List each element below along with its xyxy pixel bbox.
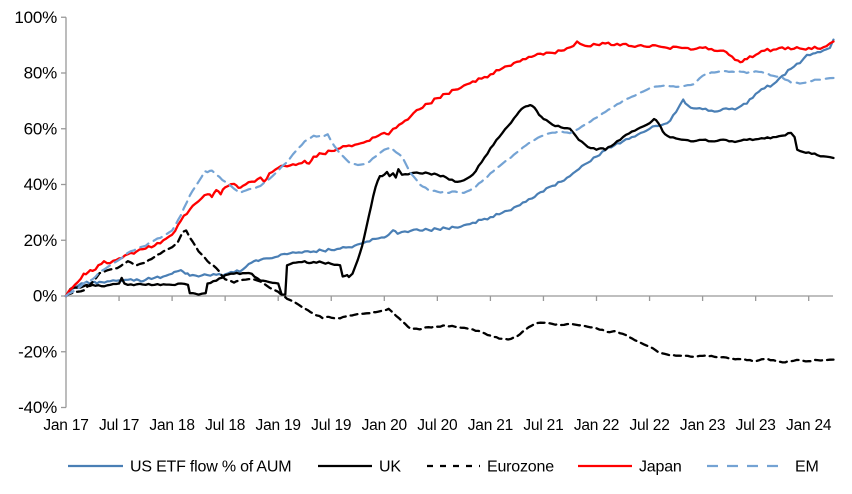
- legend-label: UK: [379, 459, 401, 476]
- series-line-em: [64, 69, 835, 298]
- x-axis-label: Jan 20: [362, 417, 408, 434]
- y-axis-label: 80%: [24, 64, 58, 83]
- x-axis-label: Jan 23: [680, 417, 725, 434]
- legend-label: Eurozone: [487, 459, 554, 476]
- x-axis-label: Jul 18: [205, 417, 245, 434]
- x-axis-label: Jul 17: [99, 417, 139, 434]
- x-axis-label: Jul 21: [523, 417, 563, 434]
- series-line-uk: [64, 103, 835, 298]
- x-axis-label: Jan 22: [574, 417, 619, 434]
- y-axis-label: 20%: [24, 231, 58, 250]
- legend-item-eurozone: Eurozone: [427, 459, 554, 476]
- x-axis-label: Jul 23: [736, 417, 776, 434]
- y-axis-label: 60%: [24, 119, 58, 138]
- series-line-us-etf-flow-of-aum: [64, 38, 835, 298]
- series-line-japan: [64, 40, 835, 298]
- x-axis-label: Jul 19: [311, 417, 351, 434]
- legend-item-uk: UK: [318, 459, 402, 476]
- legend-item-em: EM: [707, 459, 819, 476]
- legend-label: US ETF flow % of AUM: [130, 459, 291, 476]
- legend-item-us-etf-flow-of-aum: US ETF flow % of AUM: [68, 459, 292, 476]
- y-axis-label: 100%: [14, 8, 57, 27]
- y-axis-label: -20%: [18, 342, 57, 361]
- y-axis-label: 40%: [24, 175, 58, 194]
- x-axis-label: Jul 20: [417, 417, 458, 434]
- x-axis-label: Jan 21: [468, 417, 513, 434]
- y-axis-label: 0%: [33, 287, 57, 306]
- x-axis-label: Jan 17: [43, 417, 88, 434]
- series-line-eurozone: [64, 229, 835, 364]
- x-axis-label: Jan 24: [786, 417, 832, 434]
- legend-label: EM: [795, 459, 819, 476]
- legend-label: Japan: [639, 459, 682, 476]
- x-axis-label: Jan 18: [149, 417, 194, 434]
- legend-item-japan: Japan: [578, 459, 682, 476]
- x-axis-label: Jan 19: [256, 417, 301, 434]
- x-axis-label: Jul 22: [629, 417, 669, 434]
- y-axis-label: -40%: [18, 398, 57, 417]
